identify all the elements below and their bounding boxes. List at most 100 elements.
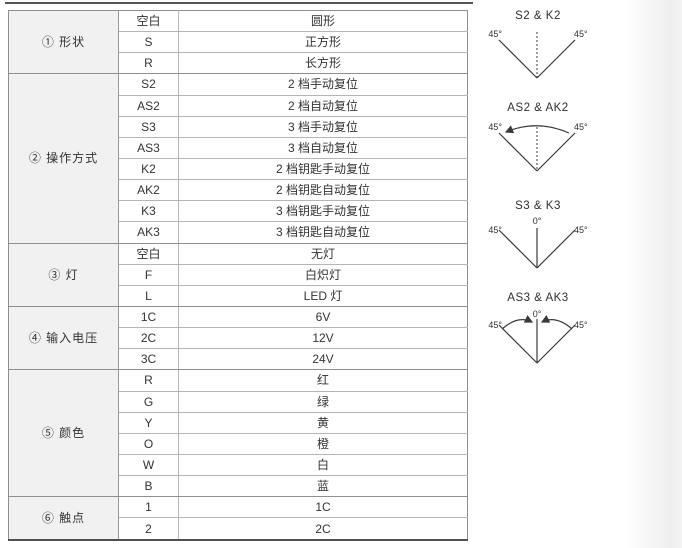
top-rule	[5, 2, 473, 4]
angle-drawing-s3-k3: 0° 45° 45°	[488, 216, 588, 269]
code-cell: B	[118, 475, 179, 498]
table-row: 2C 12V	[9, 327, 468, 350]
table-row: AS3 3 档自动复位	[9, 137, 468, 159]
table-row: 2 2C	[9, 517, 468, 542]
description-cell: 橙	[178, 433, 468, 455]
right-arm-line	[536, 39, 576, 79]
table-row: 3C 24V	[9, 348, 468, 371]
description-cell: 黄	[178, 412, 468, 434]
left-angle-label: 45°	[488, 320, 502, 330]
code-cell: S2	[118, 73, 179, 96]
table-row: S 正方形	[9, 31, 468, 54]
right-arm-line	[536, 132, 576, 172]
code-cell: K2	[118, 158, 179, 181]
description-cell: 圆形	[178, 10, 468, 33]
diagram-title: S2 & K2	[515, 10, 561, 22]
description-cell: 2C	[178, 517, 468, 542]
description-cell: 正方形	[178, 31, 468, 54]
left-angle-label: 45°	[488, 122, 502, 132]
code-cell: Y	[118, 412, 179, 434]
code-cell: 2C	[118, 327, 179, 350]
description-cell: 2 档钥匙手动复位	[178, 158, 468, 181]
code-cell: 空白	[118, 10, 179, 33]
description-cell: 白	[178, 454, 468, 477]
left-arm-line	[498, 132, 538, 172]
description-cell: 6V	[178, 306, 468, 329]
right-arm-line	[536, 324, 576, 364]
category-cell: ② 操作方式	[8, 73, 119, 244]
table-row: K3 3 档钥匙手动复位	[9, 200, 468, 223]
description-cell: LED 灯	[178, 285, 468, 307]
diagram-s2-k2: S2 & K2 45° 45°	[476, 8, 600, 82]
table-row: ⑥ 触点 1 1C	[8, 496, 468, 541]
left-arm-line	[498, 229, 538, 269]
description-cell: 白炽灯	[178, 264, 468, 286]
center-angle-label: 0°	[533, 216, 542, 226]
diagram-s3-k3: S3 & K3 0° 45° 45°	[476, 198, 600, 272]
angle-drawing-as3-ak3: 0° 45° 45°	[488, 309, 588, 364]
right-angle-label: 45°	[574, 122, 588, 132]
diagram-title: AS3 & AK3	[507, 292, 569, 304]
code-cell: S3	[118, 116, 179, 138]
code-cell: W	[118, 454, 179, 477]
code-cell: R	[118, 52, 179, 75]
return-arc-arrow	[504, 125, 570, 134]
table-row: K2 2 档钥匙手动复位	[9, 158, 468, 181]
left-return-arc-arrow	[501, 315, 534, 330]
table-row: L LED 灯	[9, 285, 468, 307]
description-cell: 2 档手动复位	[178, 73, 468, 96]
category-cell: ③ 灯	[8, 243, 119, 307]
diagram-title: S3 & K3	[515, 200, 561, 212]
code-cell: 2	[118, 517, 179, 542]
description-cell: 无灯	[178, 243, 468, 265]
category-cell: ⑥ 触点	[8, 496, 119, 541]
diagram-title: AS2 & AK2	[507, 102, 569, 114]
page-edge-shade	[624, 0, 682, 548]
code-cell: AK3	[118, 221, 179, 244]
description-cell: 3 档钥匙手动复位	[178, 200, 468, 223]
code-cell: R	[118, 369, 179, 392]
right-angle-label: 45°	[574, 225, 588, 235]
description-cell: 3 档手动复位	[178, 116, 468, 138]
code-cell: S	[118, 31, 179, 54]
code-cell: L	[118, 285, 179, 307]
description-cell: 1C	[178, 496, 468, 519]
category-cell: ⑤ 颜色	[8, 369, 119, 498]
table-row: S3 3 档手动复位	[9, 116, 468, 138]
code-cell: AS2	[118, 95, 179, 117]
description-cell: 红	[178, 369, 468, 392]
table-row: F 白炽灯	[9, 264, 468, 286]
center-angle-label: 0°	[533, 309, 542, 319]
description-cell: 12V	[178, 327, 468, 350]
code-cell: 空白	[118, 243, 179, 265]
diagram-as2-ak2: AS2 & AK2 45° 45°	[476, 100, 600, 176]
diagram-as3-ak3: AS3 & AK3 0° 45° 45°	[476, 290, 600, 368]
table-row: ⑤ 颜色 R 红	[8, 369, 468, 498]
ordering-code-table: ① 形状 空白 圆形 S 正方形 R 长方形 ② 操作方式 S2 2 档手动复位 AS2 2 档自动复…	[8, 10, 468, 542]
table-row: ④ 输入电压 1C 6V	[8, 306, 468, 371]
right-angle-label: 45°	[574, 29, 588, 39]
description-cell: 蓝	[178, 475, 468, 498]
code-cell: G	[118, 391, 179, 413]
category-cell: ④ 输入电压	[8, 306, 119, 371]
category-cell: ① 形状	[8, 10, 119, 75]
left-angle-label: 45°	[488, 29, 502, 39]
code-cell: 3C	[118, 348, 179, 371]
table-row: AK3 3 档钥匙自动复位	[9, 221, 468, 244]
code-cell: AK2	[118, 179, 179, 202]
code-cell: O	[118, 433, 179, 455]
description-cell: 3 档钥匙自动复位	[178, 221, 468, 244]
right-angle-label: 45°	[574, 320, 588, 330]
table-row: AS2 2 档自动复位	[9, 95, 468, 117]
description-cell: 2 档钥匙自动复位	[178, 179, 468, 202]
description-cell: 24V	[178, 348, 468, 371]
left-arm-line	[498, 39, 538, 79]
code-cell: 1	[118, 496, 179, 519]
table-row: AK2 2 档钥匙自动复位	[9, 179, 468, 202]
